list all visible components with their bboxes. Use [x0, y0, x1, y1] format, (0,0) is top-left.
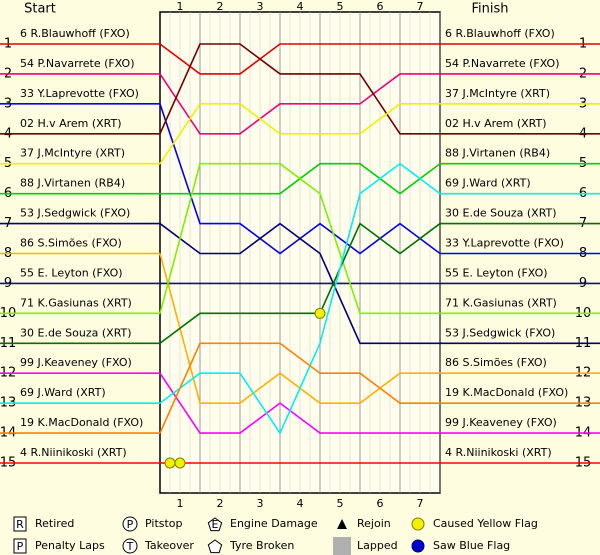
start-driver-label: 54 P.Navarrete (FXO) — [20, 57, 135, 70]
x-tick-label: 6 — [377, 0, 384, 13]
driver-line — [159, 43, 440, 135]
legend-symbol: E — [212, 518, 219, 531]
start-driver-label: 71 K.Gasiunas (XRT) — [20, 296, 132, 309]
start-driver-label: 37 J.McIntyre (XRT) — [20, 147, 125, 160]
driver-line — [159, 222, 440, 345]
legend-label: Penalty Laps — [35, 539, 105, 552]
start-driver-label: 88 J.Virtanen (RB4) — [20, 177, 125, 190]
x-tick-label: 3 — [257, 0, 264, 13]
x-tick-label: 7 — [417, 497, 424, 510]
start-driver-label: 30 E.de Souza (XRT) — [20, 326, 132, 339]
legend-label: Rejoin — [357, 517, 391, 530]
driver-line — [159, 222, 441, 344]
legend-label: Saw Blue Flag — [433, 539, 510, 552]
driver-line — [159, 162, 440, 315]
finish-driver-label: 54 P.Navarrete (FXO) — [445, 57, 560, 70]
x-tick-label: 4 — [297, 497, 304, 510]
x-tick-label: 2 — [217, 497, 224, 510]
x-tick-label: 1 — [177, 497, 184, 510]
driver-line — [159, 73, 440, 135]
legend-label: Tyre Broken — [229, 539, 294, 552]
finish-driver-label: 30 E.de Souza (XRT) — [445, 207, 557, 220]
legend-triangle — [337, 519, 347, 529]
x-tick-label: 3 — [257, 497, 264, 510]
start-driver-label: 4 R.Niinikoski (XRT) — [20, 446, 127, 459]
start-driver-label: 55 E. Leyton (FXO) — [20, 266, 123, 279]
start-driver-label: 69 J.Ward (XRT) — [20, 386, 106, 399]
legend-symbol: P — [17, 540, 24, 553]
finish-label: Finish — [471, 2, 508, 17]
finish-driver-label: 4 R.Niinikoski (XRT) — [445, 446, 552, 459]
finish-driver-label: 19 K.MacDonald (FXO) — [445, 386, 568, 399]
finish-driver-label: 33 Y.Laprevotte (FXO) — [445, 237, 564, 250]
x-tick-label: 4 — [297, 0, 304, 13]
legend-label: Pitstop — [145, 517, 183, 530]
legend-symbol: R — [16, 518, 24, 531]
finish-driver-label: 6 R.Blauwhoff (FXO) — [445, 27, 555, 40]
legend-box — [13, 538, 27, 554]
x-tick-label: 1 — [177, 0, 184, 13]
finish-driver-label: 69 J.Ward (XRT) — [445, 177, 531, 190]
start-driver-label: 19 K.MacDonald (FXO) — [20, 416, 143, 429]
start-driver-label: 86 S.Simões (FXO) — [20, 237, 122, 250]
x-tick-label: 6 — [377, 497, 384, 510]
legend-label: Engine Damage — [230, 517, 318, 530]
legend-dot — [411, 517, 425, 531]
finish-driver-label: 55 E. Leyton (FXO) — [445, 266, 548, 279]
driver-line — [159, 103, 440, 165]
x-tick-label: 5 — [337, 497, 344, 510]
legend-label: Retired — [35, 517, 74, 530]
finish-driver-label: 86 S.Simões (FXO) — [445, 356, 547, 369]
legend-symbol: T — [126, 540, 134, 553]
finish-driver-label: 71 K.Gasiunas (XRT) — [445, 296, 557, 309]
driver-line — [159, 162, 441, 435]
legend-label: Lapped — [357, 539, 398, 552]
yellow-flag-marker — [174, 457, 186, 469]
start-driver-label: 33 Y.Laprevotte (FXO) — [20, 87, 139, 100]
start-driver-label: 53 J.Sedgwick (FXO) — [20, 207, 130, 220]
legend-label: Takeover — [144, 539, 194, 552]
finish-driver-label: 99 J.Keaveney (FXO) — [445, 416, 557, 429]
driver-line — [159, 342, 440, 434]
legend-circle — [122, 516, 138, 532]
yellow-flag-marker — [164, 457, 176, 469]
finish-driver-label: 88 J.Virtanen (RB4) — [445, 147, 550, 160]
start-driver-label: 6 R.Blauwhoff (FXO) — [20, 27, 130, 40]
finish-driver-label: 37 J.McIntyre (XRT) — [445, 87, 550, 100]
driver-line — [159, 43, 440, 75]
x-tick-label: 7 — [417, 0, 424, 13]
start-label: Start — [24, 2, 56, 17]
legend-circle — [122, 538, 138, 554]
legend-pentagon — [207, 517, 223, 532]
finish-driver-label: 53 J.Sedgwick (FXO) — [445, 326, 555, 339]
driver-line — [159, 372, 440, 434]
legend-box — [13, 516, 27, 532]
legend-lapped — [333, 537, 351, 555]
start-driver-label: 02 H.v Arem (XRT) — [20, 117, 122, 130]
legend-symbol: P — [127, 518, 134, 531]
x-tick-label: 5 — [337, 0, 344, 13]
finish-driver-label: 02 H.v Arem (XRT) — [445, 117, 547, 130]
yellow-flag-marker — [314, 307, 326, 319]
legend-label: Caused Yellow Flag — [433, 517, 538, 530]
legend-dot — [411, 539, 425, 553]
start-driver-label: 99 J.Keaveney (FXO) — [20, 356, 132, 369]
x-tick-label: 2 — [217, 0, 224, 13]
legend-pentagon — [207, 539, 223, 554]
